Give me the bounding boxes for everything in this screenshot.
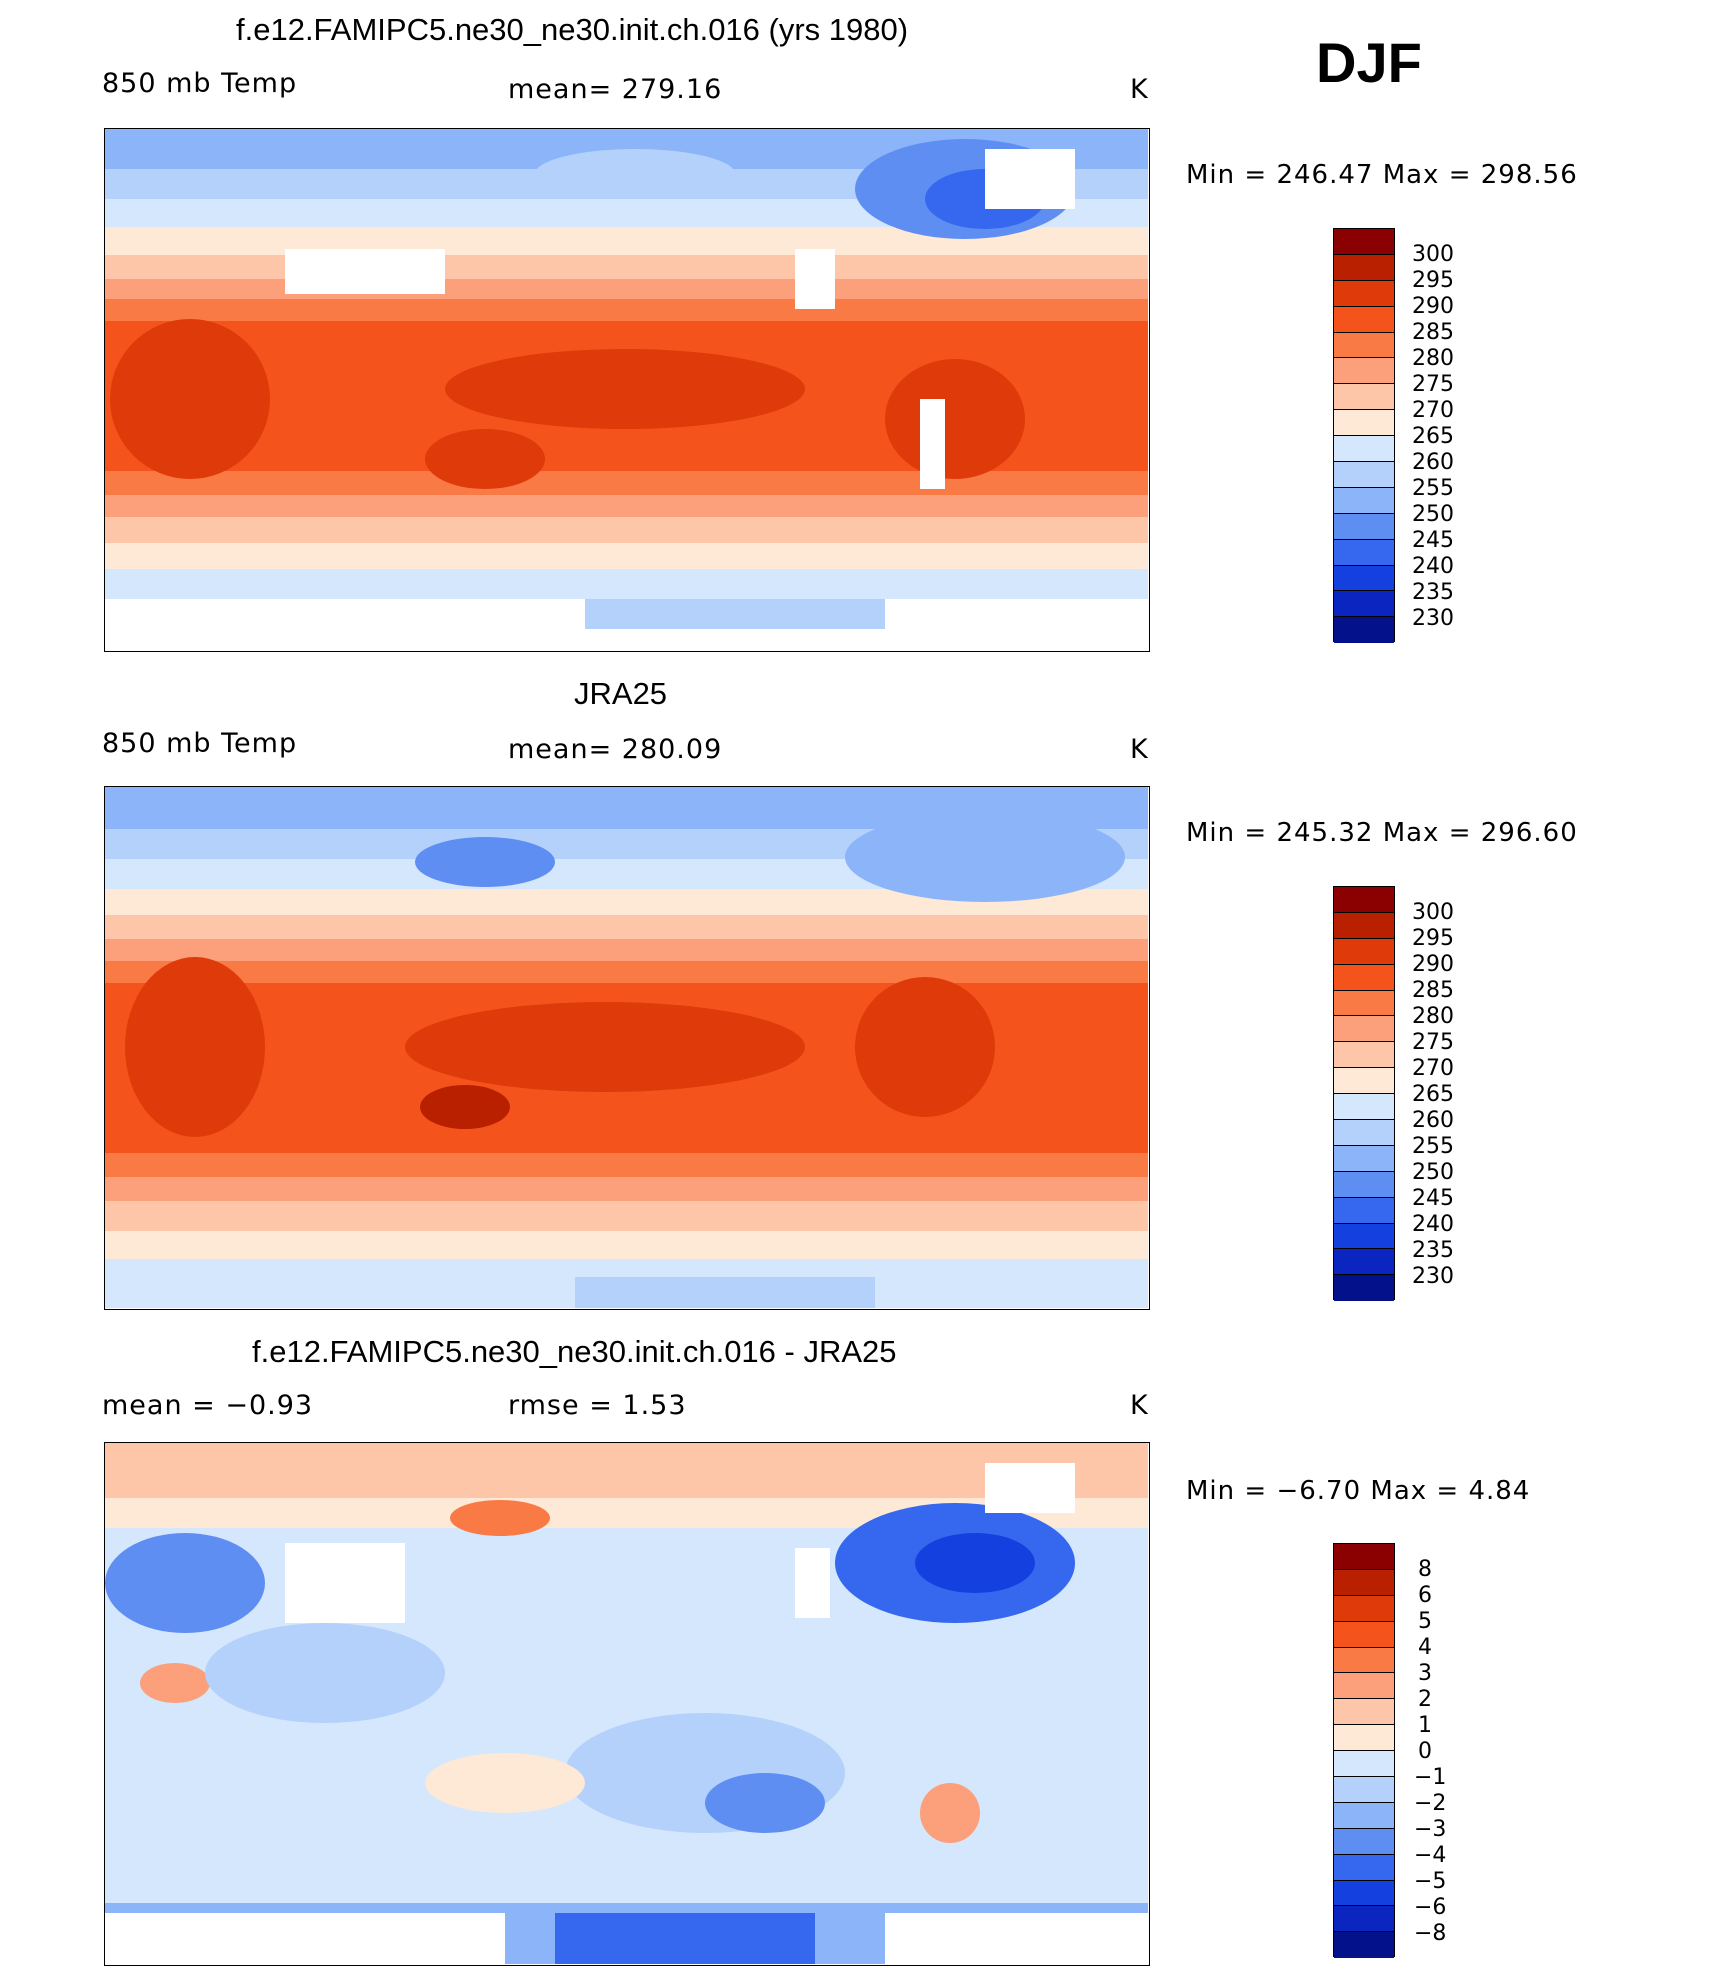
colorbar-label: 230	[1412, 606, 1454, 631]
colorbar-label: −1	[1414, 1765, 1447, 1790]
panel2-title: JRA25	[574, 676, 668, 711]
colorbar-label: 300	[1412, 900, 1454, 925]
colorbar-label: 8	[1418, 1557, 1432, 1582]
panel2-map	[104, 786, 1150, 1310]
colorbar-label: 260	[1412, 450, 1454, 475]
colorbar-label: 245	[1412, 1186, 1454, 1211]
colorbar-label: 255	[1412, 476, 1454, 501]
panel2-colorbar	[1333, 886, 1395, 1302]
panel3-units: K	[1130, 1390, 1149, 1421]
colorbar-label: 0	[1418, 1739, 1432, 1764]
colorbar-label: 240	[1412, 1212, 1454, 1237]
panel1-minmax: Min = 246.47 Max = 298.56	[1186, 160, 1578, 190]
colorbar-label: 1	[1418, 1713, 1432, 1738]
colorbar-label: −3	[1414, 1817, 1447, 1842]
panel2-map-field	[105, 787, 1148, 1308]
panel2-mean-label: mean= 280.09	[508, 734, 723, 765]
colorbar-label: 2	[1418, 1687, 1432, 1712]
panel3-map-field	[105, 1443, 1148, 1964]
colorbar-label: 230	[1412, 1264, 1454, 1289]
panel1-units: K	[1130, 74, 1149, 105]
colorbar-label: 250	[1412, 1160, 1454, 1185]
colorbar-label: 6	[1418, 1583, 1432, 1608]
panel2-minmax: Min = 245.32 Max = 296.60	[1186, 818, 1578, 848]
colorbar-label: −5	[1414, 1869, 1447, 1894]
colorbar-label: 5	[1418, 1609, 1432, 1634]
colorbar-label: 280	[1412, 346, 1454, 371]
colorbar-label: −8	[1414, 1921, 1447, 1946]
colorbar-label: 265	[1412, 424, 1454, 449]
season-label: DJF	[1316, 31, 1422, 94]
panel1-map	[104, 128, 1150, 652]
colorbar-label: −2	[1414, 1791, 1447, 1816]
colorbar-label: 245	[1412, 528, 1454, 553]
panel3-title: f.e12.FAMIPC5.ne30_ne30.init.ch.016 - JR…	[252, 1334, 897, 1369]
panel3-minmax: Min = −6.70 Max = 4.84	[1186, 1476, 1531, 1506]
colorbar-label: −4	[1414, 1843, 1447, 1868]
panel2-variable-label: 850 mb Temp	[102, 728, 298, 759]
panel1-variable-label: 850 mb Temp	[102, 68, 298, 99]
colorbar-label: 250	[1412, 502, 1454, 527]
colorbar-label: 255	[1412, 1134, 1454, 1159]
colorbar-label: 235	[1412, 580, 1454, 605]
colorbar-label: 295	[1412, 926, 1454, 951]
colorbar-label: 300	[1412, 242, 1454, 267]
colorbar-label: 240	[1412, 554, 1454, 579]
colorbar-label: 280	[1412, 1004, 1454, 1029]
panel3-map	[104, 1442, 1150, 1966]
panel3-colorbar	[1333, 1543, 1395, 1959]
colorbar-label: 3	[1418, 1661, 1432, 1686]
colorbar-label: 235	[1412, 1238, 1454, 1263]
panel1-mean-label: mean= 279.16	[508, 74, 723, 105]
colorbar-label: 4	[1418, 1635, 1432, 1660]
colorbar-label: −6	[1414, 1895, 1447, 1920]
panel3-mean-label: mean = −0.93	[102, 1390, 314, 1421]
panel1-title: f.e12.FAMIPC5.ne30_ne30.init.ch.016 (yrs…	[236, 12, 909, 47]
colorbar-label: 275	[1412, 1030, 1454, 1055]
panel1-colorbar	[1333, 228, 1395, 644]
colorbar-label: 285	[1412, 978, 1454, 1003]
colorbar-label: 260	[1412, 1108, 1454, 1133]
colorbar-label: 285	[1412, 320, 1454, 345]
panel2-units: K	[1130, 734, 1149, 765]
panel1-map-field	[105, 129, 1148, 650]
colorbar-label: 275	[1412, 372, 1454, 397]
colorbar-label: 265	[1412, 1082, 1454, 1107]
colorbar-label: 270	[1412, 1056, 1454, 1081]
colorbar-label: 295	[1412, 268, 1454, 293]
colorbar-label: 270	[1412, 398, 1454, 423]
panel3-rmse-label: rmse = 1.53	[508, 1390, 687, 1421]
colorbar-label: 290	[1412, 952, 1454, 977]
colorbar-label: 290	[1412, 294, 1454, 319]
